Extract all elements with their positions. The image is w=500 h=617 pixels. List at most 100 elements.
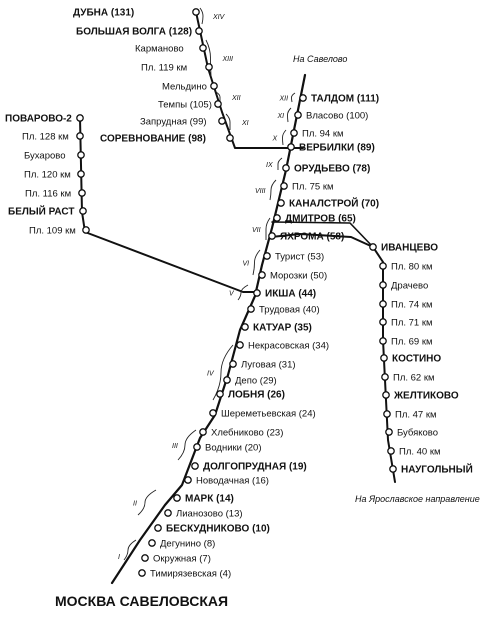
station-marker: [76, 132, 84, 140]
station-label: ЯХРОМА (58): [280, 232, 344, 243]
ivantsevo-station: ЖЕЛТИКОВО: [382, 391, 459, 402]
main-station: ДОЛГОПРУДНАЯ (19): [191, 462, 307, 473]
station-marker: [379, 318, 387, 326]
station-marker: [241, 323, 249, 331]
main-station: ДМИТРОВ (65): [273, 214, 356, 225]
main-station: ТАЛДОМ (111): [299, 94, 379, 105]
station-marker: [216, 390, 224, 398]
zone-brace: [265, 217, 271, 240]
station-marker: [381, 373, 389, 381]
main-station: Новодачная (16): [184, 476, 269, 487]
main-station: КАНАЛСТРОЙ (70): [277, 197, 379, 210]
station-label: МАРК (14): [185, 494, 234, 505]
station-marker: [273, 214, 281, 222]
station-marker: [184, 476, 192, 484]
zone-label: XII: [279, 96, 289, 103]
zone-brace: [225, 113, 231, 131]
station-marker: [199, 428, 207, 436]
main-station: Морозки (50): [258, 271, 327, 282]
zone-brace: [291, 92, 296, 103]
zone-label: VII: [252, 227, 261, 234]
station-label: БЕСКУДНИКОВО (10): [166, 524, 270, 535]
povarovo-station: Пл. 128 км: [22, 132, 84, 143]
station-label: Бубяково: [397, 428, 438, 439]
dubna-station: Темпы (105): [158, 100, 222, 111]
dubna-station: БОЛЬШАЯ ВОЛГА (128): [76, 27, 203, 38]
zone-brace: [123, 539, 137, 561]
zone-brace: [282, 129, 287, 146]
station-label: Некрасовская (34): [248, 341, 329, 352]
ivantsevo-station: ИВАНЦЕВО: [369, 243, 438, 254]
station-label: Драчево: [391, 281, 428, 292]
zone-label: I: [118, 554, 120, 561]
stations-layer: Тимирязевская (4) Окружная (7) Дегунино (8…: [5, 8, 473, 580]
station-label: Запрудная (99): [140, 117, 207, 128]
zone-label: XI: [277, 113, 285, 120]
main-station: Турист (53): [263, 252, 324, 263]
dubna-station: ДУБНА (131): [73, 8, 200, 19]
main-station: ОРУДЬЕВО (78): [282, 164, 370, 175]
station-marker: [77, 170, 85, 178]
station-label: Лианозово (13): [176, 509, 243, 520]
station-label: Власово (100): [306, 111, 368, 122]
station-label: Пл. 40 км: [399, 447, 441, 458]
dubna-station: СОРЕВНОВАНИЕ (98): [100, 134, 234, 145]
station-label: ЖЕЛТИКОВО: [393, 391, 459, 402]
ivantsevo-station: Пл. 62 км: [381, 373, 435, 384]
station-label: Темпы (105): [158, 100, 212, 111]
main-station: Трудовая (40): [247, 305, 320, 316]
station-label: Луговая (31): [241, 360, 296, 371]
station-marker: [379, 262, 387, 270]
note-yaroslavl: На Ярославское направление: [355, 494, 480, 504]
station-marker: [205, 63, 213, 71]
station-marker: [210, 82, 218, 90]
main-station: МАРК (14): [173, 494, 234, 505]
main-station: Лианозово (13): [164, 509, 243, 520]
station-label: ТАЛДОМ (111): [311, 94, 379, 105]
zone-brace: [177, 429, 197, 461]
zone-brace: [215, 91, 221, 102]
station-marker: [299, 94, 307, 102]
zone-brace: [137, 489, 157, 516]
station-marker: [223, 376, 231, 384]
main-station: Депо (29): [223, 376, 277, 387]
main-station: ИКША (44): [253, 289, 316, 300]
station-marker: [229, 360, 237, 368]
station-marker: [247, 305, 255, 313]
station-label: Мельдино: [162, 82, 207, 93]
zone-brace: [237, 284, 249, 301]
main-station: Хлебниково (23): [199, 428, 283, 439]
zone-label: IV: [207, 371, 215, 378]
zone-label: III: [172, 443, 178, 450]
ivantsevo-station: Драчево: [379, 281, 428, 292]
dubna-station: Карманово: [135, 44, 207, 55]
station-marker: [236, 341, 244, 349]
station-marker: [290, 129, 298, 137]
ivantsevo-station: Пл. 47 км: [383, 410, 437, 421]
station-label: Дегунино (8): [160, 539, 215, 550]
station-label: Депо (29): [235, 376, 277, 387]
station-marker: [258, 271, 266, 279]
station-marker: [382, 391, 390, 399]
main-station: Некрасовская (34): [236, 341, 329, 352]
station-marker: [226, 134, 234, 142]
station-marker: [195, 27, 203, 35]
station-marker: [214, 100, 222, 108]
ivantsevo-station: Пл. 40 км: [387, 447, 441, 458]
station-marker: [253, 289, 261, 297]
station-marker: [76, 114, 84, 122]
zone-label: V: [229, 291, 235, 298]
station-marker: [164, 509, 172, 517]
dubna-station: Мельдино: [162, 82, 218, 93]
station-marker: [148, 539, 156, 547]
zone-label: VI: [243, 261, 250, 268]
main-station: КАТУАР (35): [241, 323, 312, 334]
station-label: Пл. 94 км: [302, 129, 344, 140]
ivantsevo-station: Бубяково: [385, 428, 438, 439]
zone-label: XII: [231, 95, 241, 102]
main-station: Пл. 94 км: [290, 129, 344, 140]
station-marker: [78, 189, 86, 197]
station-label: Пл. 69 км: [391, 337, 433, 348]
station-label: Пл. 116 км: [25, 189, 71, 200]
station-label: Пл. 47 км: [395, 410, 437, 421]
